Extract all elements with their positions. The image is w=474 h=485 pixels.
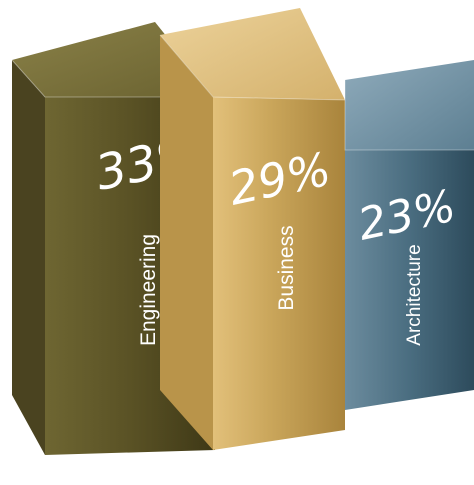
category-label-architecture: Architecture	[404, 244, 425, 345]
bar-top-business	[160, 8, 345, 100]
bar-business: 29%Business	[159, 8, 346, 450]
bar-top-architecture	[345, 60, 474, 150]
category-label-engineering: Engineering	[137, 234, 160, 346]
bar-front-architecture	[345, 150, 474, 410]
bar-front-business	[213, 97, 345, 450]
bar-side-business	[160, 35, 213, 450]
bar-architecture: 23%Architecture	[344, 60, 474, 410]
category-label-business: Business	[275, 225, 298, 310]
bar-side-engineering	[12, 60, 45, 455]
